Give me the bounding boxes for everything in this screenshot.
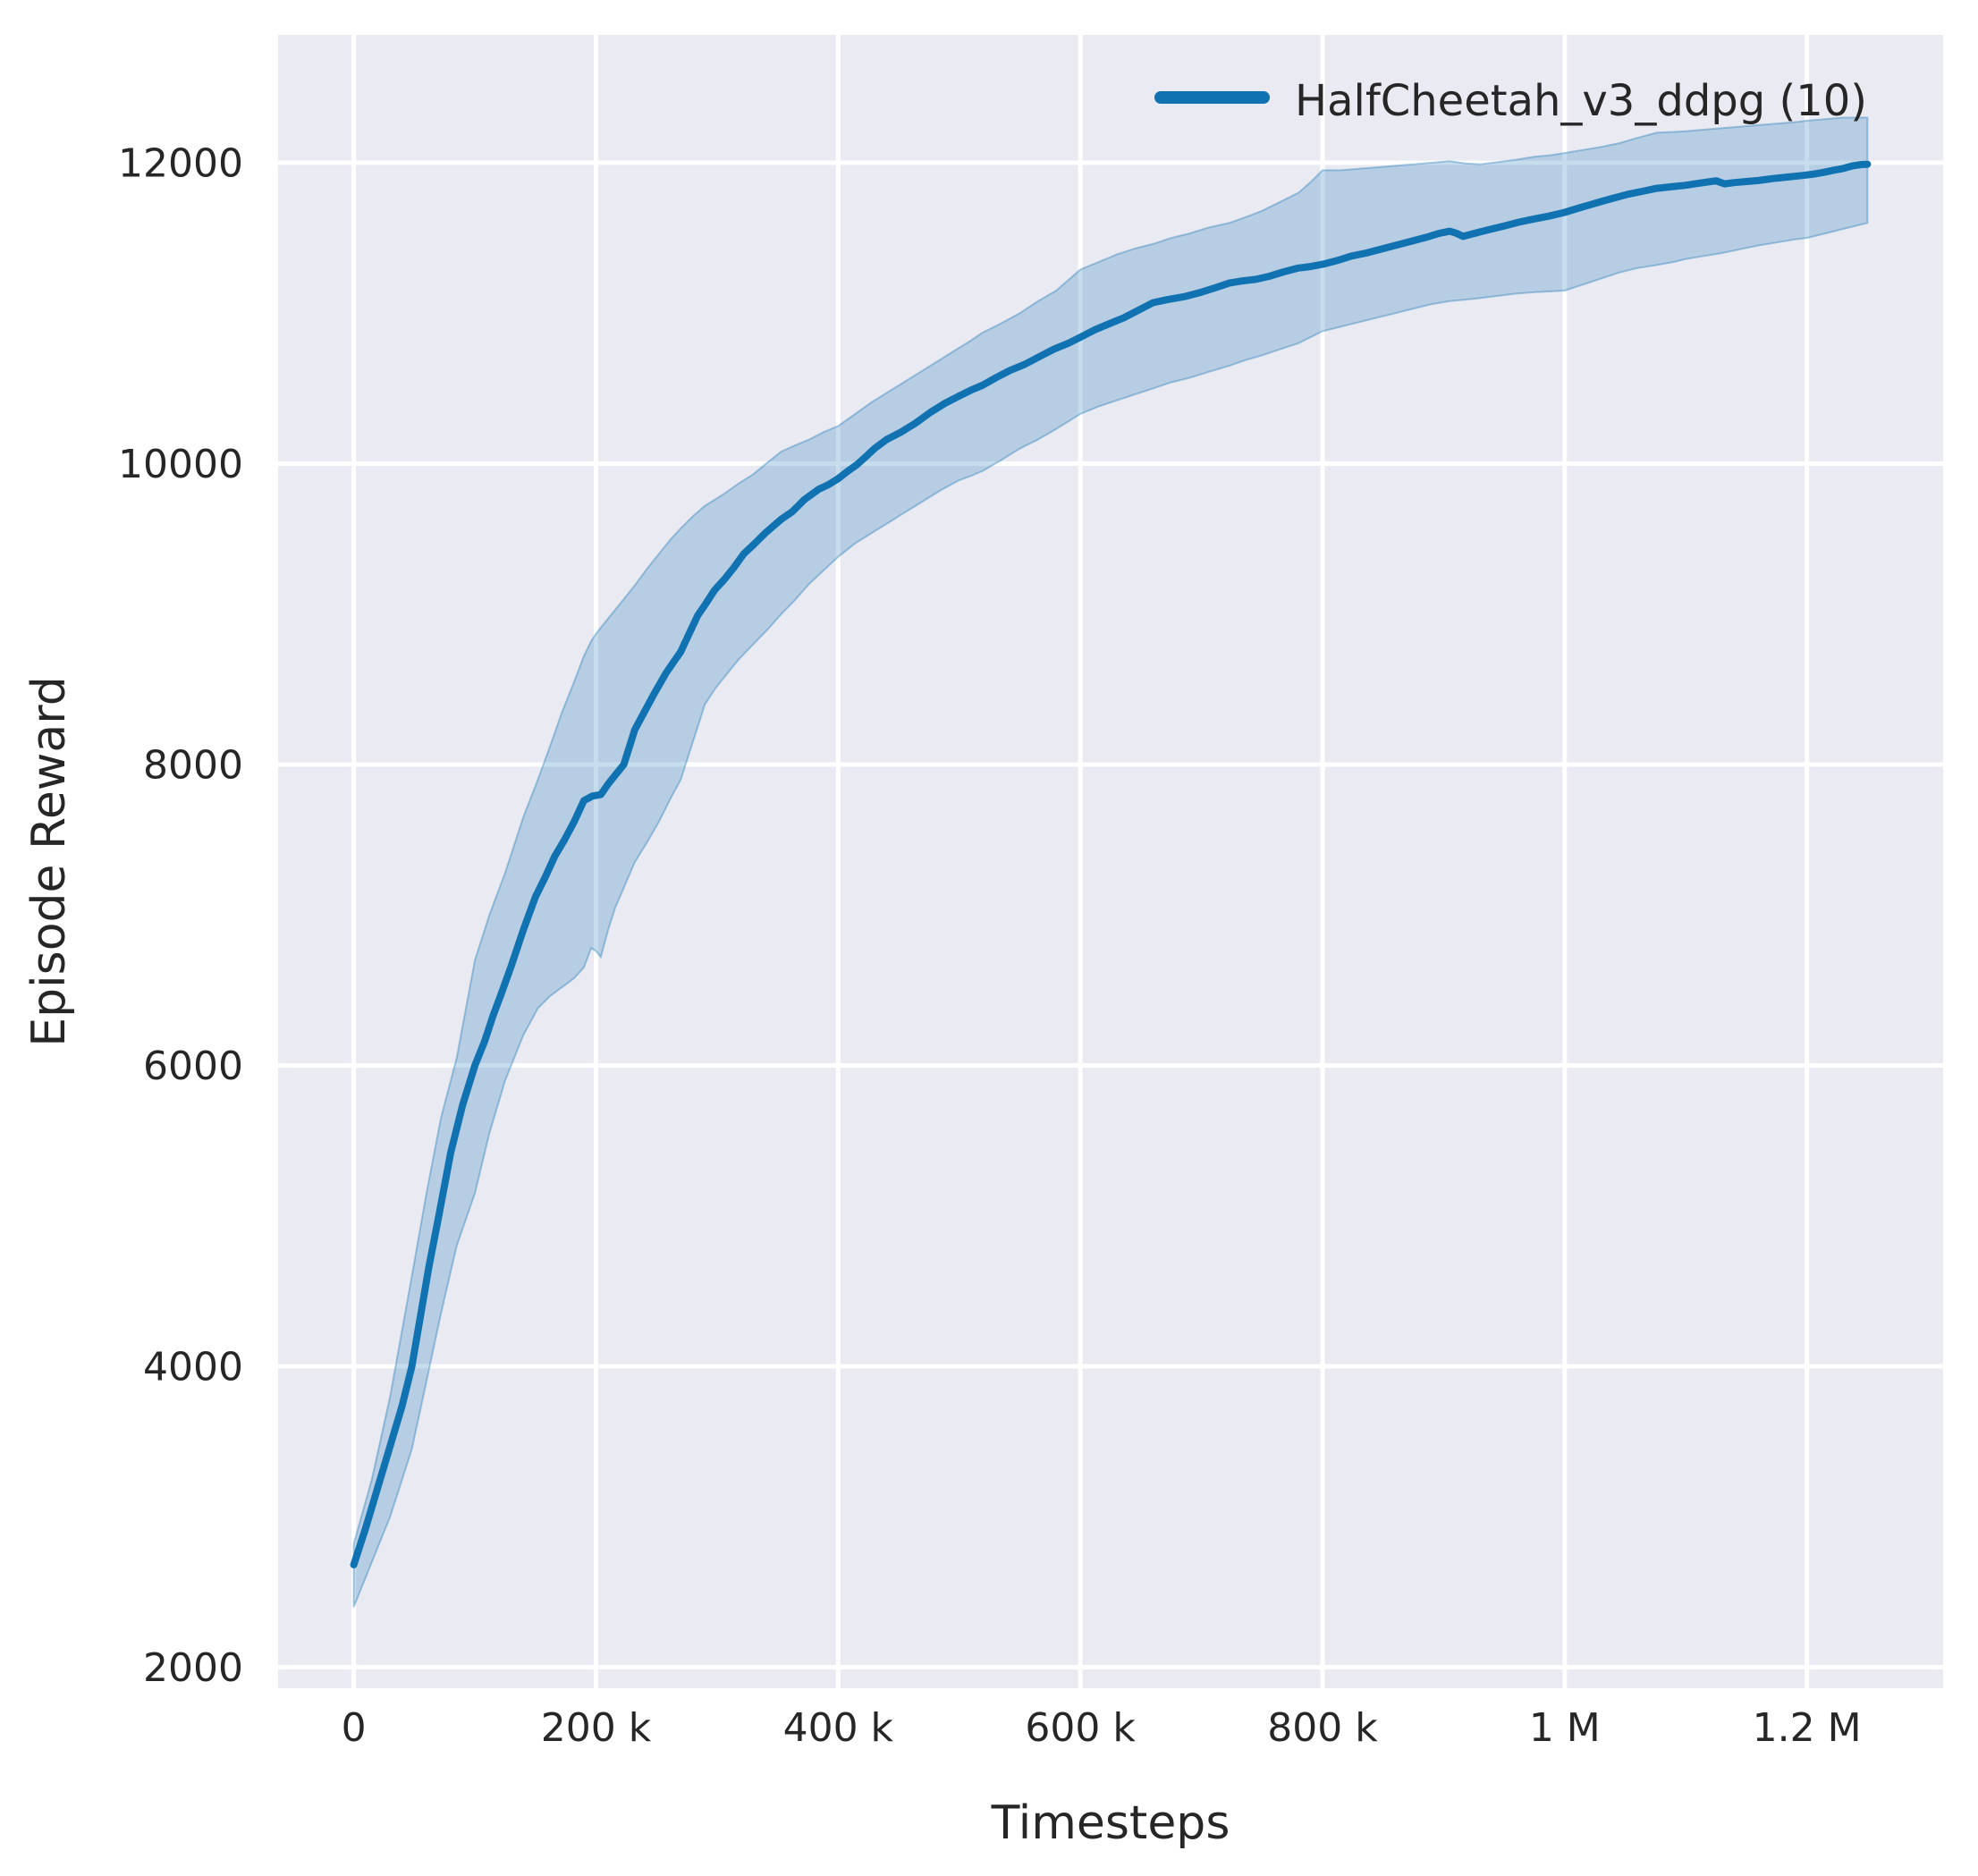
y-tick-label: 10000 xyxy=(118,442,243,487)
y-tick-label: 4000 xyxy=(143,1344,243,1390)
y-tick-labels: 2000 4000 6000 8000 10000 12000 xyxy=(118,141,243,1691)
x-tick-label: 1.2 M xyxy=(1753,1705,1862,1751)
legend-label: HalfCheetah_v3_ddpg (10) xyxy=(1295,76,1867,126)
legend: HalfCheetah_v3_ddpg (10) xyxy=(1154,76,1867,126)
x-tick-label: 0 xyxy=(342,1705,367,1751)
x-tick-labels: 0 200 k 400 k 600 k 800 k 1 M 1.2 M xyxy=(342,1705,1862,1751)
x-tick-label: 600 k xyxy=(1025,1705,1136,1751)
y-tick-label: 6000 xyxy=(143,1044,243,1089)
gridlines xyxy=(278,35,1943,1688)
y-axis-label: Episode Reward xyxy=(22,676,76,1046)
x-tick-label: 800 k xyxy=(1267,1705,1378,1751)
y-tick-label: 2000 xyxy=(143,1645,243,1691)
x-axis-label: Timesteps xyxy=(991,1796,1230,1850)
y-tick-label: 12000 xyxy=(118,141,243,187)
x-tick-label: 200 k xyxy=(541,1705,652,1751)
x-tick-label: 1 M xyxy=(1529,1705,1601,1751)
y-tick-label: 8000 xyxy=(143,742,243,788)
confidence-band xyxy=(352,116,1869,1608)
mean-line xyxy=(350,160,1872,1568)
x-tick-label: 400 k xyxy=(783,1705,894,1751)
